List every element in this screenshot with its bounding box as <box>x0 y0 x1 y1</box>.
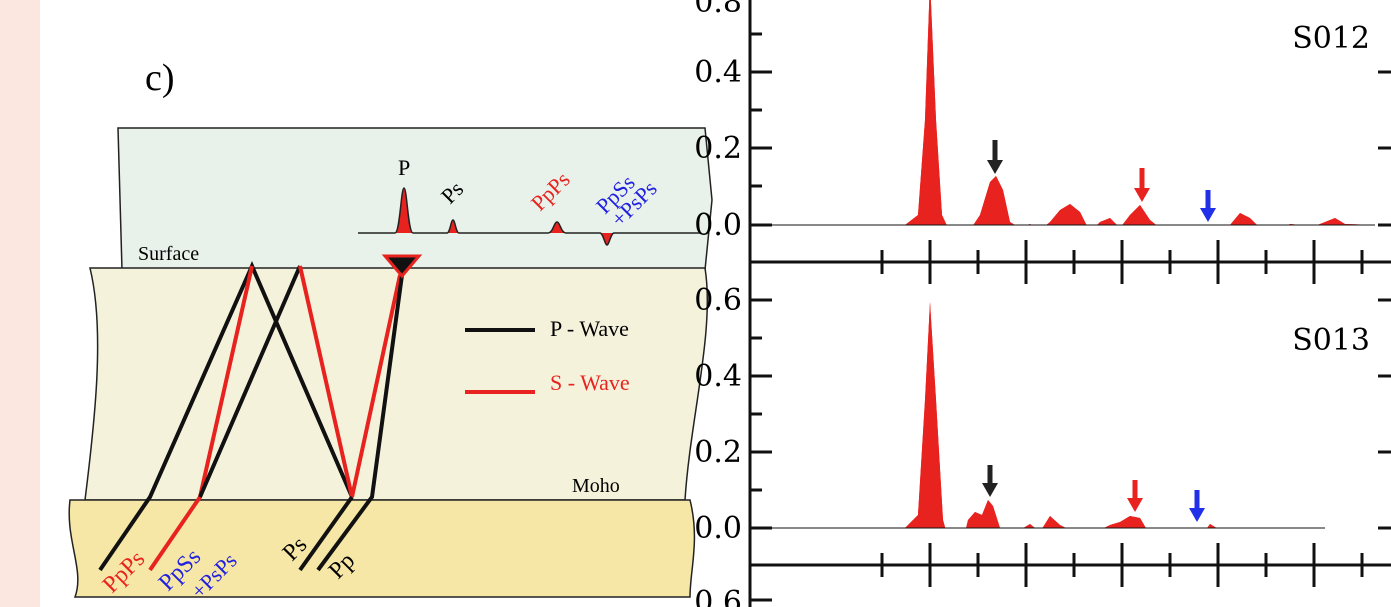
y-tick-label: 0.2 <box>694 131 742 166</box>
trace <box>358 187 700 246</box>
waveform-2 <box>750 302 1325 570</box>
arrows <box>982 140 1216 522</box>
waveform-1 <box>750 0 1375 240</box>
mantle-layer <box>68 499 696 598</box>
y-tick-label: 0.2 <box>694 435 742 470</box>
trace-label: P <box>398 155 410 180</box>
top-layer <box>117 127 713 271</box>
legend-label: P - Wave <box>550 316 629 341</box>
y-tick-label: 0.4 <box>694 359 742 394</box>
y-tick-label: 0.0 <box>694 208 742 243</box>
y-tick-label: 0.6 <box>694 585 742 607</box>
station <box>381 254 423 279</box>
moho-label: Moho <box>572 475 620 497</box>
axes <box>748 0 1391 607</box>
y-tick-label: 0.8 <box>694 0 742 20</box>
station-label: S013 <box>1292 323 1370 358</box>
legend-label: S - Wave <box>550 370 630 395</box>
rays <box>98 261 404 572</box>
station-label: S012 <box>1292 21 1370 56</box>
surface-label: Surface <box>138 243 199 265</box>
panel-label: c) <box>145 57 175 99</box>
y-tick-label: 0.6 <box>694 283 742 318</box>
y-tick-label: 0.4 <box>694 55 742 90</box>
y-tick-label: 0.0 <box>694 511 742 546</box>
side-strip <box>0 0 40 607</box>
y-tick-labels: 0.8 0.4 0.2 0.0 0.6 0.4 0.2 0.0 0.6 <box>694 0 742 607</box>
